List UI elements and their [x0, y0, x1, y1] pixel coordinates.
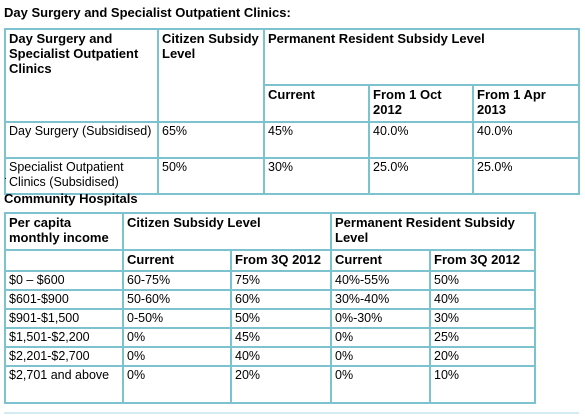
pr-apr-cell: 40.0% — [471, 121, 581, 159]
pr-current-cell: 0% — [330, 365, 431, 404]
pr-3q-cell: 40% — [428, 289, 537, 310]
section2-heading: Community Hospitals — [4, 191, 138, 206]
income-cell: $1,501-$2,200 — [4, 327, 124, 348]
pr-oct-cell: 40.0% — [368, 121, 474, 159]
pr-current-cell: 45% — [263, 121, 370, 159]
header-pr-subsidy: Permanent Resident Subsidy Level — [329, 212, 537, 251]
pr-current-cell: 0%-30% — [330, 308, 431, 329]
citizen-3q-cell: 40% — [230, 346, 332, 367]
pr-current-cell: 30% — [263, 157, 370, 195]
service-cell: Specialist Outpatient Clinics (Subsidise… — [4, 157, 159, 195]
pr-current-cell: 30%-40% — [330, 289, 431, 310]
service-cell: Day Surgery (Subsidised) — [4, 121, 159, 159]
table-row: $901-$1,500 0-50% 50% 0%-30% 30% — [4, 308, 537, 329]
citizen-3q-cell: 50% — [230, 308, 332, 329]
bottom-divider — [4, 412, 579, 414]
community-hospitals-table: Per capita monthly income Citizen Subsid… — [4, 212, 537, 404]
citizen-3q-cell: 60% — [230, 289, 332, 310]
income-cell: $2,701 and above — [4, 365, 124, 404]
header-from-1-oct-2012: From 1 Oct 2012 — [368, 84, 474, 123]
income-cell: $2,201-$2,700 — [4, 346, 124, 367]
header-pr-subsidy: Permanent Resident Subsidy Level — [262, 28, 581, 86]
header-citizen-from-3q-2012: From 3Q 2012 — [230, 249, 332, 272]
table-row: Specialist Outpatient Clinics (Subsidise… — [4, 157, 581, 195]
citizen-current-cell: 0% — [122, 327, 232, 348]
income-cell: $0 – $600 — [4, 270, 124, 291]
income-cell: $901-$1,500 — [4, 308, 124, 329]
header-current: Current — [263, 84, 370, 123]
citizen-cell: 50% — [157, 157, 265, 195]
header-blank — [4, 249, 124, 272]
citizen-3q-cell: 75% — [230, 270, 332, 291]
header-income: Per capita monthly income — [4, 212, 124, 251]
pr-oct-cell: 25.0% — [368, 157, 474, 195]
citizen-current-cell: 0% — [122, 365, 232, 404]
separator-dot: . — [4, 171, 7, 182]
pr-3q-cell: 50% — [428, 270, 537, 291]
pr-3q-cell: 25% — [428, 327, 537, 348]
header-from-1-apr-2013: From 1 Apr 2013 — [471, 84, 581, 123]
section1-heading: Day Surgery and Specialist Outpatient Cl… — [4, 5, 291, 20]
pr-current-cell: 40%-55% — [330, 270, 431, 291]
header-service: Day Surgery and Specialist Outpatient Cl… — [4, 28, 159, 123]
day-surgery-table: Day Surgery and Specialist Outpatient Cl… — [4, 28, 581, 195]
table-row: $1,501-$2,200 0% 45% 0% 25% — [4, 327, 537, 348]
table-row: $601-$900 50-60% 60% 30%-40% 40% — [4, 289, 537, 310]
citizen-current-cell: 0-50% — [122, 308, 232, 329]
pr-3q-cell: 20% — [428, 346, 537, 367]
citizen-current-cell: 60-75% — [122, 270, 232, 291]
table-row: $2,201-$2,700 0% 40% 0% 20% — [4, 346, 537, 367]
citizen-3q-cell: 20% — [230, 365, 332, 404]
pr-current-cell: 0% — [330, 327, 431, 348]
pr-3q-cell: 30% — [428, 308, 537, 329]
header-citizen-current: Current — [122, 249, 232, 272]
table-row: Day Surgery (Subsidised) 65% 45% 40.0% 4… — [4, 121, 581, 159]
pr-apr-cell: 25.0% — [471, 157, 581, 195]
table-row: $2,701 and above 0% 20% 0% 10% — [4, 365, 537, 404]
header-citizen-subsidy: Citizen Subsidy Level — [157, 28, 265, 123]
citizen-3q-cell: 45% — [230, 327, 332, 348]
citizen-current-cell: 0% — [122, 346, 232, 367]
pr-current-cell: 0% — [330, 346, 431, 367]
header-pr-from-3q-2012: From 3Q 2012 — [428, 249, 537, 272]
pr-3q-cell: 10% — [428, 365, 537, 404]
header-pr-current: Current — [330, 249, 431, 272]
header-citizen-subsidy: Citizen Subsidy Level — [122, 212, 332, 251]
citizen-cell: 65% — [157, 121, 265, 159]
income-cell: $601-$900 — [4, 289, 124, 310]
citizen-current-cell: 50-60% — [122, 289, 232, 310]
table-row: $0 – $600 60-75% 75% 40%-55% 50% — [4, 270, 537, 291]
